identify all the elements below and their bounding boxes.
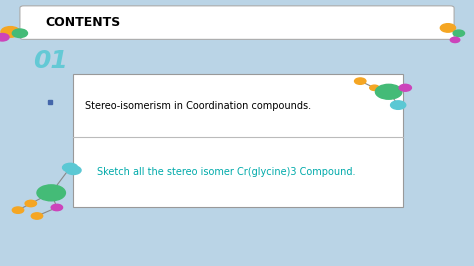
- Circle shape: [370, 85, 379, 90]
- Circle shape: [31, 213, 43, 219]
- FancyBboxPatch shape: [20, 6, 454, 39]
- Circle shape: [25, 200, 36, 207]
- Text: 01: 01: [33, 49, 68, 73]
- Circle shape: [0, 34, 9, 41]
- Circle shape: [440, 24, 456, 32]
- Circle shape: [375, 84, 402, 99]
- Circle shape: [63, 163, 78, 172]
- Circle shape: [453, 30, 465, 36]
- Circle shape: [12, 29, 27, 38]
- Circle shape: [12, 207, 24, 213]
- Circle shape: [355, 78, 366, 84]
- Circle shape: [51, 204, 63, 211]
- Bar: [73, 74, 403, 207]
- Circle shape: [450, 37, 460, 43]
- Text: CONTENTS: CONTENTS: [45, 16, 120, 29]
- Circle shape: [391, 101, 406, 109]
- Text: Sketch all the stereo isomer Cr(glycine)3 Compound.: Sketch all the stereo isomer Cr(glycine)…: [97, 167, 356, 177]
- Text: Stereo-isomerism in Coordination compounds.: Stereo-isomerism in Coordination compoun…: [85, 101, 311, 111]
- Circle shape: [66, 166, 81, 174]
- Circle shape: [37, 185, 65, 201]
- Circle shape: [399, 84, 411, 91]
- Circle shape: [1, 27, 20, 37]
